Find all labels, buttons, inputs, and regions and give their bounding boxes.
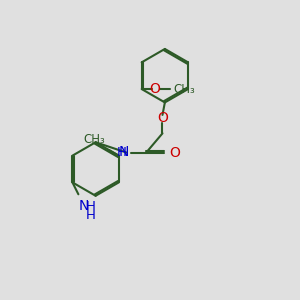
- Text: O: O: [157, 111, 168, 125]
- Text: H: H: [86, 200, 96, 213]
- Text: H: H: [86, 208, 96, 222]
- Text: N: N: [119, 146, 129, 159]
- Text: CH₃: CH₃: [173, 82, 195, 96]
- Text: N: N: [79, 199, 89, 213]
- Text: O: O: [169, 146, 180, 160]
- Text: O: O: [150, 82, 160, 96]
- Text: CH₃: CH₃: [83, 133, 105, 146]
- Text: H: H: [117, 146, 127, 159]
